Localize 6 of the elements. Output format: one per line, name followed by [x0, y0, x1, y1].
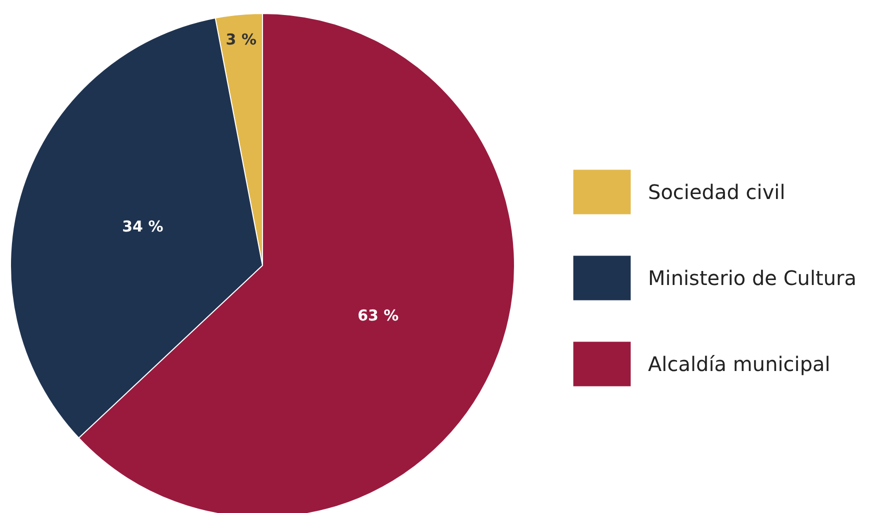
legend-label: Ministerio de Cultura	[648, 264, 857, 292]
legend-label: Sociedad civil	[648, 178, 786, 206]
data-label: 3 %	[226, 30, 257, 49]
data-label: 34 %	[122, 218, 164, 236]
legend-label: Alcaldía municipal	[648, 350, 830, 378]
data-label: 63 %	[358, 306, 399, 325]
